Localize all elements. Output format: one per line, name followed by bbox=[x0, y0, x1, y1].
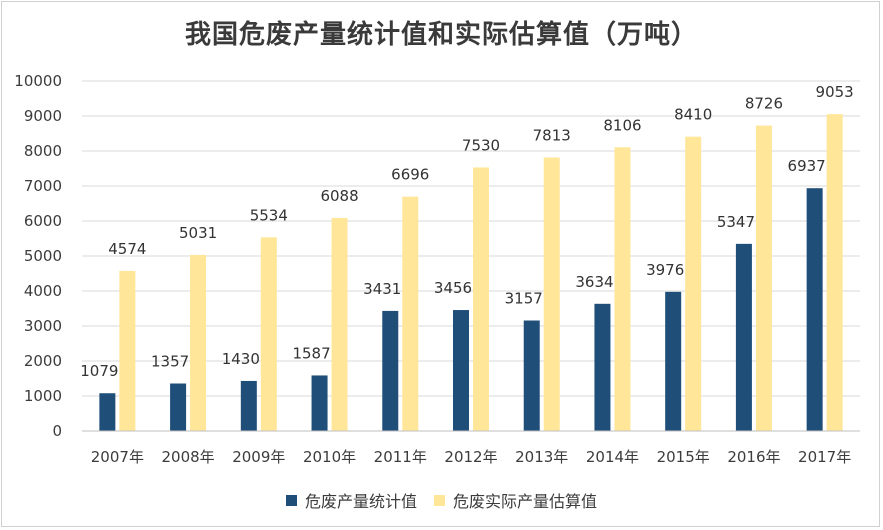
x-tick-label: 2016年 bbox=[727, 448, 780, 466]
data-label-statistics: 1587 bbox=[292, 344, 330, 362]
data-label-estimate: 4574 bbox=[108, 240, 146, 258]
legend-swatch-statistics bbox=[285, 494, 297, 506]
data-label-estimate: 7530 bbox=[462, 136, 500, 154]
data-label-estimate: 5534 bbox=[250, 206, 288, 224]
data-label-statistics: 5347 bbox=[717, 213, 755, 231]
data-label-estimate: 6088 bbox=[320, 187, 358, 205]
y-tick-label: 2000 bbox=[24, 352, 62, 370]
legend-item-statistics: 危废产量统计值 bbox=[285, 488, 417, 512]
data-label-estimate: 5031 bbox=[179, 224, 217, 242]
x-tick-label: 2008年 bbox=[161, 448, 214, 466]
y-tick-label: 6000 bbox=[24, 212, 62, 230]
chart-title: 我国危废产量统计值和实际估算值（万吨） bbox=[184, 20, 698, 50]
data-label-estimate: 8726 bbox=[745, 95, 783, 113]
data-label-estimate: 8410 bbox=[674, 106, 712, 124]
x-tick-label: 2013年 bbox=[515, 448, 568, 466]
data-label-statistics: 3157 bbox=[505, 290, 543, 308]
data-label-statistics: 1079 bbox=[80, 362, 118, 380]
bar-estimate bbox=[331, 217, 348, 431]
bar-statistics bbox=[382, 310, 399, 431]
x-tick-label: 2011年 bbox=[374, 448, 427, 466]
data-label-estimate: 6696 bbox=[391, 166, 429, 184]
bar-estimate bbox=[826, 114, 843, 432]
x-tick-label: 2014年 bbox=[586, 448, 639, 466]
bar-estimate bbox=[473, 167, 489, 431]
x-tick-label: 2009年 bbox=[232, 448, 285, 466]
y-tick-label: 5000 bbox=[24, 247, 62, 265]
bar-statistics bbox=[594, 303, 611, 431]
data-label-estimate: 8106 bbox=[603, 116, 641, 134]
bar-statistics bbox=[735, 243, 752, 431]
x-tick-label: 2007年 bbox=[91, 448, 144, 466]
bar-estimate bbox=[260, 237, 277, 431]
bar-statistics bbox=[170, 383, 187, 431]
data-label-statistics: 3431 bbox=[363, 280, 401, 298]
x-tick-label: 2010年 bbox=[303, 448, 356, 466]
data-label-statistics: 1357 bbox=[151, 353, 189, 371]
data-label-estimate: 9053 bbox=[816, 83, 854, 101]
bar-estimate bbox=[685, 136, 702, 431]
bar-estimate bbox=[190, 254, 207, 431]
bar-estimate bbox=[402, 196, 419, 431]
bar-estimate bbox=[543, 157, 560, 432]
bar-statistics bbox=[523, 320, 540, 431]
x-tick-label: 2017年 bbox=[798, 448, 851, 466]
y-tick-label: 1000 bbox=[24, 387, 62, 405]
data-label-statistics: 1430 bbox=[222, 350, 260, 368]
data-label-statistics: 6937 bbox=[788, 157, 826, 175]
y-tick-label: 0 bbox=[52, 422, 62, 440]
chart-legend: 危废产量统计值 危废实际产量估算值 bbox=[0, 488, 883, 512]
legend-label-estimate: 危废实际产量估算值 bbox=[453, 492, 598, 511]
legend-swatch-estimate bbox=[434, 494, 446, 506]
x-tick-label: 2015年 bbox=[657, 448, 710, 466]
bar-statistics bbox=[240, 380, 257, 431]
y-tick-label: 10000 bbox=[14, 72, 62, 90]
y-tick-label: 7000 bbox=[24, 177, 62, 195]
legend-label-statistics: 危废产量统计值 bbox=[304, 492, 417, 511]
y-tick-label: 8000 bbox=[24, 142, 62, 160]
bar-statistics bbox=[311, 375, 328, 431]
bar-estimate bbox=[614, 147, 631, 432]
bar-statistics bbox=[806, 188, 823, 431]
data-label-statistics: 3634 bbox=[575, 273, 613, 291]
y-tick-label: 9000 bbox=[24, 107, 62, 125]
x-tick-label: 2012年 bbox=[444, 448, 497, 466]
data-label-estimate: 7813 bbox=[533, 127, 571, 145]
y-tick-label: 3000 bbox=[24, 317, 62, 335]
y-tick-label: 4000 bbox=[24, 282, 62, 300]
legend-item-estimate: 危废实际产量估算值 bbox=[434, 488, 597, 512]
bar-estimate bbox=[119, 270, 136, 431]
bar-estimate bbox=[755, 125, 772, 431]
bar-statistics bbox=[99, 393, 116, 431]
data-label-statistics: 3456 bbox=[434, 279, 472, 297]
data-label-statistics: 3976 bbox=[646, 261, 684, 279]
bar-statistics bbox=[665, 291, 682, 431]
bar-statistics bbox=[453, 310, 469, 431]
